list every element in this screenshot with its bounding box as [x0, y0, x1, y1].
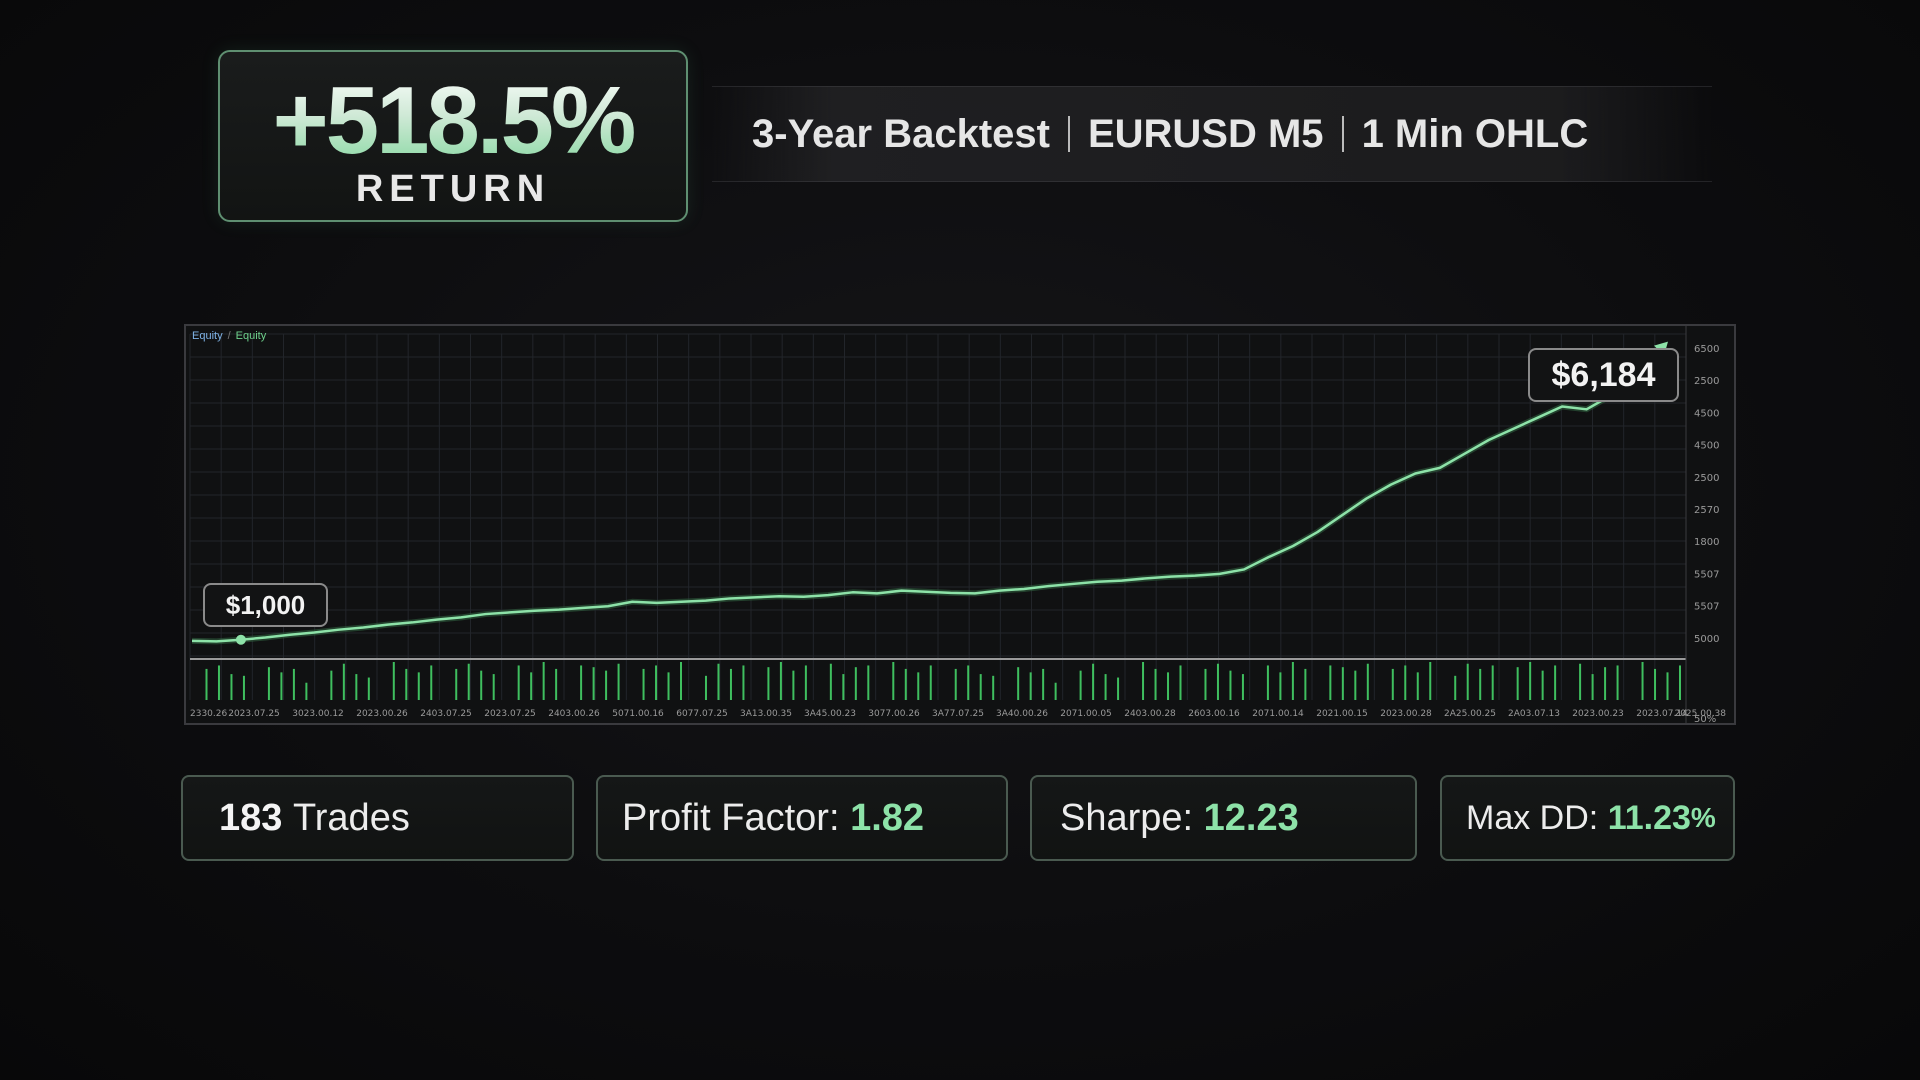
x-tick-label: 2025.00.38	[1674, 709, 1726, 719]
max-dd-unit: %	[1690, 802, 1716, 833]
sharpe-card: Sharpe: 12.23	[1030, 775, 1417, 861]
y-tick-label: 5000	[1694, 634, 1719, 645]
sharpe-label: Sharpe:	[1060, 796, 1194, 839]
chart-legend: Equity / Equity	[192, 330, 266, 342]
equity-chart-svg: 6500 2500 4500 4500 2500 2570 1800 5507 5507 5000…	[189, 326, 1726, 723]
return-card: +518.5% RETURN	[218, 50, 688, 222]
x-tick-label: 6077.07.25	[676, 709, 728, 719]
start-balance-callout: $1,000	[203, 583, 328, 627]
y-tick-label: 50%	[1694, 714, 1716, 723]
y-tick-label: 5507	[1694, 602, 1719, 613]
x-tick-label: 3A13.00.35	[740, 709, 792, 719]
profit-factor-value: 1.82	[850, 796, 925, 839]
trades-label: Trades	[292, 796, 410, 839]
x-tick-label: 2403.07.25	[420, 709, 472, 719]
trades-count: 183	[219, 796, 283, 839]
x-tick-label: 3A40.00.26	[996, 709, 1048, 719]
profit-factor-label: Profit Factor:	[622, 796, 840, 839]
return-label: RETURN	[355, 168, 551, 210]
subtitle-divider	[1341, 116, 1344, 152]
x-tick-label: 3A77.07.25	[932, 709, 984, 719]
legend-equity-2: Equity	[235, 330, 267, 342]
y-tick-label: 4500	[1694, 408, 1719, 419]
x-tick-label: 5071.00.16	[612, 709, 664, 719]
backtest-subtitle: 3-Year Backtest EURUSD M5 1 Min OHLC	[712, 86, 1712, 182]
max-dd-label: Max DD:	[1466, 798, 1599, 837]
trades-card: 183 Trades	[181, 775, 574, 861]
subtitle-model: 1 Min OHLC	[1361, 111, 1589, 156]
equity-chart: 6500 2500 4500 4500 2500 2570 1800 5507 5507 5000…	[184, 324, 1736, 725]
y-tick-label: 2570	[1694, 505, 1719, 516]
x-tick-label: 2023.07.14	[1636, 709, 1688, 719]
max-drawdown-card: Max DD: 11.23%	[1440, 775, 1735, 861]
y-tick-label: 6500	[1694, 344, 1719, 355]
x-tick-label: 3077.00.26	[868, 709, 920, 719]
x-tick-label: 2023.07.25	[228, 709, 280, 719]
y-tick-label: 1800	[1694, 537, 1719, 548]
sharpe-value: 12.23	[1203, 796, 1299, 839]
equity-line	[191, 350, 1661, 643]
legend-equity: Equity	[192, 330, 223, 342]
subtitle-period: 3-Year Backtest	[752, 111, 1050, 156]
y-tick-label: 5507	[1694, 569, 1719, 580]
x-tick-label: 2330.26	[190, 709, 227, 719]
profit-factor-card: Profit Factor: 1.82	[596, 775, 1008, 861]
x-tick-label: 2603.00.16	[1188, 709, 1240, 719]
x-tick-label: 2023.07.25	[484, 709, 536, 719]
subtitle-symbol: EURUSD M5	[1087, 111, 1324, 156]
legend-separator: /	[227, 330, 231, 342]
x-tick-label: 2A25.00.25	[1444, 709, 1496, 719]
y-tick-label: 2500	[1694, 376, 1719, 387]
x-tick-label: 2023.00.26	[356, 709, 408, 719]
y-tick-label: 2500	[1694, 473, 1719, 484]
x-tick-label: 2023.00.23	[1572, 709, 1624, 719]
x-tick-label: 2A03.07.13	[1508, 709, 1560, 719]
max-dd-value: 11.23	[1607, 798, 1691, 837]
x-tick-label: 3023.00.12	[292, 709, 344, 719]
start-marker	[235, 634, 246, 645]
x-tick-label: 2403.00.28	[1124, 709, 1176, 719]
equity-line-glow	[191, 349, 1662, 645]
x-tick-label: 2021.00.15	[1316, 709, 1368, 719]
x-tick-label: 2023.00.28	[1380, 709, 1432, 719]
subtitle-divider	[1067, 116, 1070, 152]
x-tick-label: 2071.00.14	[1252, 709, 1304, 719]
return-value: +518.5%	[220, 66, 686, 176]
y-tick-label: 4500	[1694, 441, 1719, 452]
x-tick-label: 3A45.00.23	[804, 709, 856, 719]
end-balance-callout: $6,184	[1528, 348, 1679, 402]
x-tick-label: 2071.00.05	[1060, 709, 1112, 719]
x-tick-label: 2403.00.26	[548, 709, 600, 719]
